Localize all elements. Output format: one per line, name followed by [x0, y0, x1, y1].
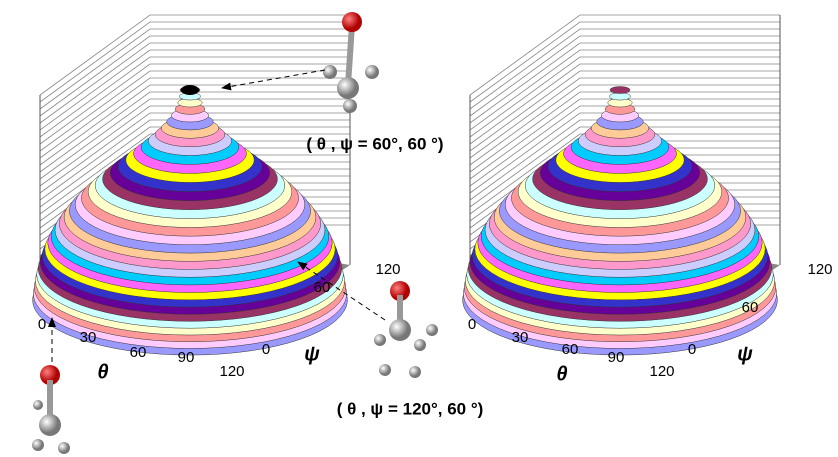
- theta-tick-label: 30: [80, 329, 97, 346]
- annotation-top: ( θ , ψ = 60°, 60 °): [306, 134, 443, 153]
- psi-axis-label: ψ: [304, 343, 320, 365]
- surface-band: [609, 93, 630, 100]
- surface-plot: 0 30 60 90 120 0 60 120 θ ψ: [463, 15, 833, 385]
- psi-tick-label: 120: [375, 261, 400, 278]
- theta-tick-label: 0: [38, 316, 46, 333]
- theta-tick-label: 60: [130, 344, 147, 361]
- theta-tick-label: 60: [562, 341, 579, 358]
- molecule-right: [374, 281, 438, 378]
- psi-tick-label: 60: [742, 299, 759, 316]
- wall-line: [40, 15, 350, 95]
- theta-tick-label: 120: [219, 363, 244, 380]
- psi-tick-label: 120: [807, 261, 832, 278]
- theta-axis-label: θ: [556, 363, 567, 385]
- theta-tick-label: 0: [468, 316, 476, 333]
- theta-tick-label: 90: [608, 349, 625, 366]
- figure: 0 30 60 90 120 0 60 120 θ ψ 0 30 60 90 120 0 60 120 θ ψ ( θ…: [0, 0, 838, 457]
- annotation-bottom: ( θ , ψ = 120°, 60 °): [337, 399, 484, 418]
- theta-tick-label: 90: [178, 349, 195, 366]
- theta-tick-label: 120: [649, 363, 674, 380]
- surface-plot: 0 30 60 90 120 0 60 120 θ ψ: [33, 15, 401, 383]
- psi-tick-label: 0: [688, 341, 696, 358]
- molecule-bottom: [32, 365, 70, 454]
- wall-line: [470, 15, 780, 95]
- surface-band: [610, 87, 630, 94]
- molecule-top: [323, 12, 379, 113]
- psi-tick-label: 0: [262, 341, 270, 358]
- psi-axis-label: ψ: [737, 343, 753, 365]
- peak-marker: [181, 85, 199, 95]
- theta-axis-label: θ: [97, 361, 108, 383]
- theta-tick-label: 30: [512, 329, 529, 346]
- psi-tick-label: 60: [314, 279, 331, 296]
